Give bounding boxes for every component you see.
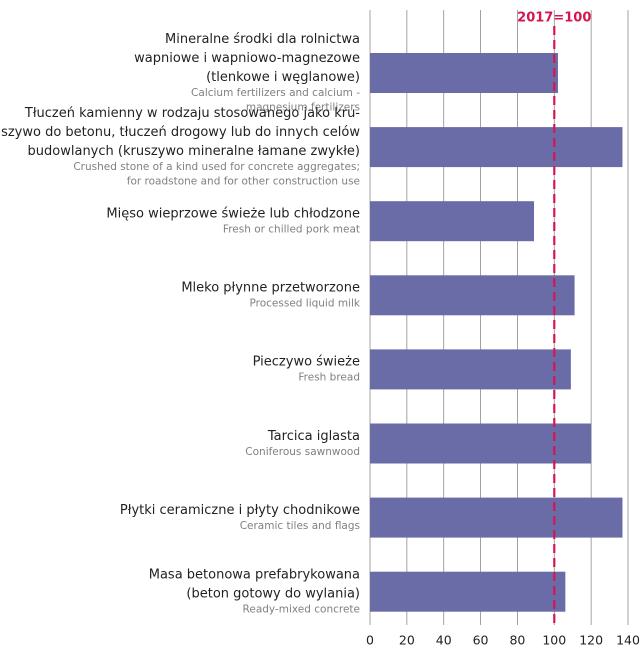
category-translation: Ceramic tiles and flags: [240, 520, 360, 532]
category-translation: Crushed stone of a kind used for concret…: [73, 161, 360, 173]
bar: [370, 349, 571, 390]
category-translation: for roadstone and for other construction…: [127, 176, 360, 188]
category-translation: Processed liquid milk: [249, 298, 360, 310]
x-tick-label: 140: [616, 633, 640, 648]
category-label: Tarcica iglasta: [267, 429, 360, 444]
category-label: Pieczywo świeże: [253, 355, 360, 370]
bar: [370, 497, 623, 538]
reference-label: 2017=100: [517, 11, 591, 26]
category-translation: Coniferous sawnwood: [245, 446, 360, 458]
category-label: Masa betonowa prefabrykowana: [149, 567, 360, 582]
category-label: Mleko płynne przetworzone: [181, 281, 360, 296]
category-label: Mineralne środki dla rolnictwa: [165, 32, 360, 47]
bar: [370, 571, 566, 612]
category-label: Płytki ceramiczne i płyty chodnikowe: [120, 503, 360, 518]
category-translation: Ready-mixed concrete: [243, 603, 360, 615]
x-tick-label: 40: [436, 633, 452, 648]
category-translation: Fresh bread: [298, 372, 360, 384]
x-tick-label: 120: [579, 633, 603, 648]
category-translation: Fresh or chilled pork meat: [223, 223, 360, 235]
category-label: (beton gotowy do wylania): [186, 586, 360, 601]
category-translation: magnesium fertilizers: [246, 102, 360, 114]
category-label: Tłuczeń kamienny w rodzaju stosowanego j…: [24, 106, 360, 121]
x-tick-label: 80: [509, 633, 525, 648]
x-tick-label: 60: [473, 633, 489, 648]
category-label: Mięso wieprzowe świeże lub chłodzone: [106, 206, 360, 221]
bar: [370, 127, 623, 168]
category-label: budowlanych (kruszywo mineralne łamane z…: [28, 144, 360, 159]
category-translation: Calcium fertilizers and calcium -: [191, 87, 360, 99]
category-label: (tlenkowe i węglanowe): [206, 70, 360, 85]
category-label: wapniowe i wapniowo-magnezowe: [134, 51, 360, 66]
x-tick-label: 100: [542, 633, 566, 648]
x-tick-label: 0: [366, 633, 374, 648]
bar: [370, 423, 592, 464]
bar: [370, 53, 558, 93]
bar: [370, 275, 575, 316]
x-tick-label: 20: [399, 633, 415, 648]
bar: [370, 201, 535, 242]
category-label: szywo do betonu, tłuczeń drogowy lub do …: [1, 125, 360, 140]
